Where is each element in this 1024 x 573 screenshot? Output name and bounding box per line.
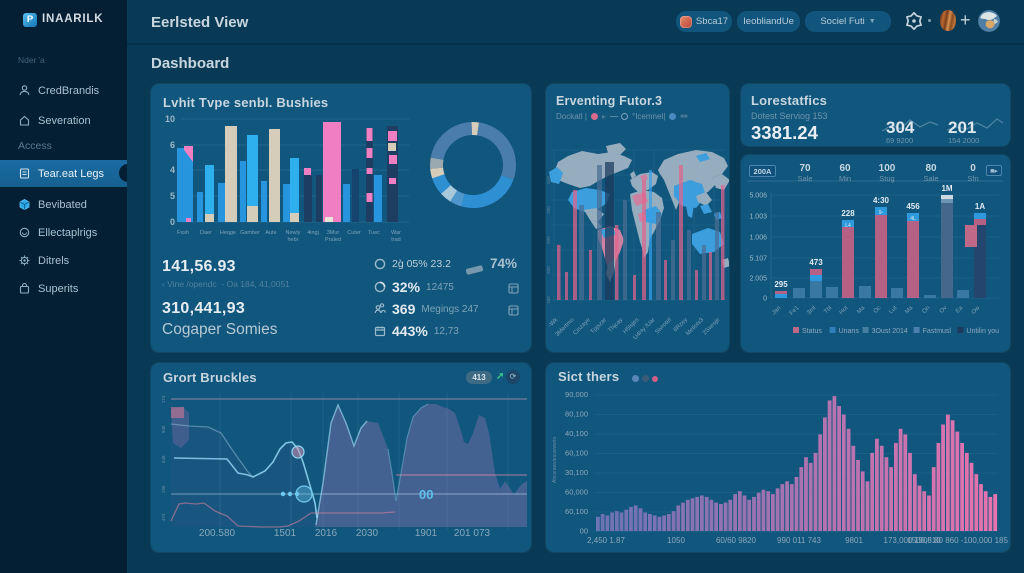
svg-text:60,000: 60,000 <box>565 488 588 497</box>
svg-text:On: On <box>922 305 932 315</box>
svg-text:30,100: 30,100 <box>565 468 588 477</box>
svg-text:4: 4 <box>170 165 175 175</box>
svg-text:60/60 9820: 60/60 9820 <box>716 536 757 545</box>
svg-text:00: 00 <box>419 487 433 502</box>
svg-text:3ml: 3ml <box>806 305 817 316</box>
svg-text:6: 6 <box>170 140 175 150</box>
svg-text:4:30: 4:30 <box>873 196 890 205</box>
svg-text:510: 510 <box>546 176 551 184</box>
svg-text:hebr: hebr <box>287 237 298 243</box>
svg-text:4L: 4L <box>910 216 916 222</box>
svg-text:1.006: 1.006 <box>749 235 767 242</box>
svg-text:Cuter: Cuter <box>347 230 361 236</box>
svg-text:L4: L4 <box>845 223 851 229</box>
svg-text:Gamber: Gamber <box>240 230 260 236</box>
svg-text:3Oust 2014: 3Oust 2014 <box>872 328 908 335</box>
svg-text:160: 160 <box>546 296 551 304</box>
svg-text:1501: 1501 <box>274 528 297 539</box>
svg-text:trad: trad <box>391 237 400 243</box>
svg-text:60,100: 60,100 <box>565 507 588 516</box>
svg-text:2,450 1.87: 2,450 1.87 <box>587 536 625 545</box>
svg-text:200.580: 200.580 <box>199 528 236 539</box>
svg-text:295: 295 <box>774 280 788 289</box>
svg-text:-Wk: -Wk <box>548 316 560 328</box>
svg-text:Jan: Jan <box>771 305 782 316</box>
svg-text:Tbl: Tbl <box>823 305 833 315</box>
svg-text:2016: 2016 <box>315 528 338 539</box>
svg-text:Untilin you: Untilin you <box>966 328 999 335</box>
svg-text:4ingj: 4ingj <box>307 230 319 236</box>
svg-text:290: 290 <box>546 206 551 214</box>
svg-text:0: 0 <box>170 217 175 227</box>
svg-text:Ciszaye: Ciszaye <box>572 317 592 337</box>
svg-text:474: 474 <box>161 513 166 521</box>
svg-text:Hot: Hot <box>839 305 850 316</box>
svg-text:1901: 1901 <box>415 528 438 539</box>
svg-text:5.107: 5.107 <box>749 256 767 263</box>
svg-text:473: 473 <box>809 258 823 267</box>
svg-text:Heqge: Heqge <box>220 230 236 236</box>
svg-text:Fssh: Fssh <box>177 230 189 236</box>
svg-text:1A: 1A <box>975 202 985 211</box>
svg-text:Fastmusl: Fastmusl <box>923 328 952 335</box>
svg-text:Ov: Ov <box>939 305 949 315</box>
svg-text:600: 600 <box>546 236 551 244</box>
svg-text:173,000: 173,000 <box>884 536 913 545</box>
svg-text:648: 648 <box>161 455 166 463</box>
svg-text:Daer: Daer <box>200 230 212 236</box>
svg-text:Newly: Newly <box>286 230 301 236</box>
svg-text:Oc: Oc <box>873 305 883 315</box>
svg-text:2030: 2030 <box>356 528 379 539</box>
svg-text:1500,810: 1500,810 <box>907 536 941 545</box>
svg-text:Ea: Ea <box>955 305 965 315</box>
svg-text:Sivrotel: Sivrotel <box>654 317 672 335</box>
svg-text:1050: 1050 <box>667 536 685 545</box>
svg-text:196: 196 <box>161 485 166 493</box>
svg-text:990 011 743: 990 011 743 <box>777 536 821 545</box>
svg-text:930: 930 <box>546 266 551 274</box>
svg-text:228: 228 <box>841 209 855 218</box>
svg-text:Aute: Aute <box>265 230 276 236</box>
svg-text:Praled: Praled <box>325 237 341 243</box>
svg-text:9-: 9- <box>879 210 884 216</box>
svg-text:Ma: Ma <box>856 305 867 316</box>
svg-text:5: 5 <box>170 191 175 201</box>
svg-text:Status: Status <box>802 328 822 335</box>
svg-text:Ow: Ow <box>971 305 982 316</box>
svg-text:Fe1: Fe1 <box>789 305 801 317</box>
svg-text:Lut: Lut <box>888 305 898 315</box>
svg-text:60,100: 60,100 <box>565 449 588 458</box>
svg-text:10: 10 <box>165 114 175 124</box>
svg-text:40,100: 40,100 <box>565 429 588 438</box>
svg-text:174: 174 <box>161 395 166 403</box>
svg-text:Ahcsrawviesuwvwrio: Ahcsrawviesuwvwrio <box>552 437 558 483</box>
svg-text:940: 940 <box>161 425 166 433</box>
svg-text:0: 0 <box>763 296 767 303</box>
svg-text:1905.80 860 -100,000 185: 1905.80 860 -100,000 185 <box>914 536 1008 545</box>
svg-text:Tuec: Tuec <box>368 230 380 236</box>
svg-text:3Mur: 3Mur <box>327 230 340 236</box>
svg-text:War: War <box>391 230 401 236</box>
svg-text:1.003: 1.003 <box>749 214 767 221</box>
svg-text:90,000: 90,000 <box>565 390 588 399</box>
svg-text:201 073: 201 073 <box>454 528 491 539</box>
svg-text:9801: 9801 <box>845 536 863 545</box>
svg-text:456: 456 <box>906 202 920 211</box>
svg-text:80,100: 80,100 <box>565 410 588 419</box>
svg-text:00: 00 <box>580 527 588 536</box>
svg-text:Tpjszar: Tpjszar <box>590 317 608 335</box>
svg-text:2.005: 2.005 <box>749 276 767 283</box>
svg-text:2Swrsje: 2Swrsje <box>702 317 722 337</box>
svg-text:Ma: Ma <box>904 305 915 316</box>
svg-text:5.006: 5.006 <box>749 193 767 200</box>
svg-text:1M: 1M <box>941 184 952 193</box>
svg-text:Unans: Unans <box>839 328 860 335</box>
